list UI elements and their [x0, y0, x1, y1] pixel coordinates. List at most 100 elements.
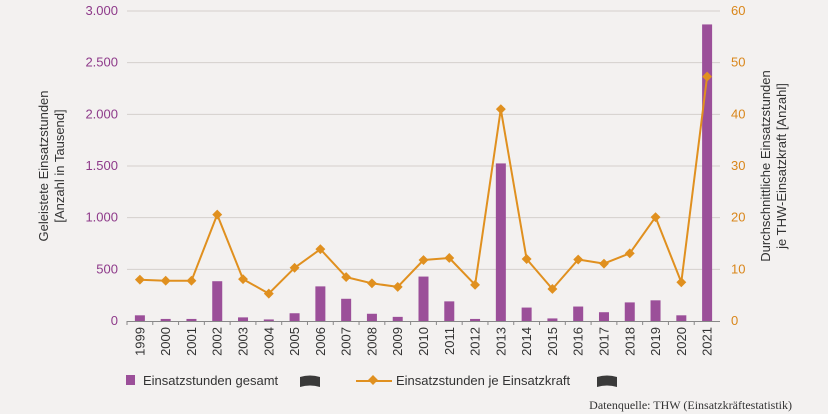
right-tick-label: 30 [731, 158, 745, 173]
bar-2016 [573, 306, 584, 321]
x-tick-label: 2016 [571, 327, 586, 356]
x-tick-label: 2001 [184, 327, 199, 356]
legend-bar-ribbon-icon [300, 375, 320, 387]
left-tick-label: 1.500 [85, 158, 118, 173]
x-tick-label: 2007 [339, 327, 354, 356]
line-point-2007 [341, 272, 352, 283]
right-tick-label: 20 [731, 210, 745, 225]
line-point-2006 [315, 244, 326, 255]
x-tick-label: 2012 [468, 327, 483, 356]
bar-2007 [341, 298, 352, 321]
bar-2015 [547, 318, 558, 321]
gridlines [127, 10, 720, 270]
x-tick-label: 2019 [648, 327, 663, 356]
x-tick-label: 2015 [545, 327, 560, 356]
line-point-2003 [238, 274, 248, 285]
left-tick-label: 2.000 [85, 106, 118, 121]
line-point-2001 [186, 275, 197, 286]
line-point-2021 [702, 71, 713, 82]
legend-line-label: Einsatzstunden je Einsatzkraft [396, 373, 571, 388]
right-tick-label: 50 [731, 55, 745, 70]
line-point-2020 [676, 277, 687, 288]
bar-2006 [315, 286, 326, 321]
right-tick-label: 40 [731, 106, 745, 121]
x-tick-label: 2006 [313, 327, 328, 356]
x-tick-label: 2017 [596, 327, 611, 356]
x-tick-label: 2018 [622, 327, 637, 356]
line-point-2008 [366, 278, 377, 289]
bar-2012 [470, 318, 481, 321]
bar-2017 [598, 312, 609, 321]
line-point-2002 [212, 209, 223, 220]
x-tick-label: 2021 [700, 327, 715, 356]
left-tick-label: 1.000 [85, 210, 118, 225]
legend-bar-swatch [126, 375, 135, 385]
legend-line-ribbon-icon [597, 375, 617, 387]
bar-series [134, 24, 713, 322]
line-point-2009 [392, 281, 403, 292]
x-tick-label: 2008 [364, 327, 379, 356]
line-point-2018 [624, 248, 635, 259]
bar-2019 [650, 300, 661, 321]
bar-1999 [134, 315, 145, 321]
x-tick-label: 2010 [416, 327, 431, 356]
x-tick-label: 2009 [390, 327, 405, 356]
x-tick-label: 2011 [442, 327, 457, 355]
bar-2013 [495, 163, 506, 321]
bar-2014 [521, 307, 532, 321]
line-point-1999 [134, 274, 145, 285]
x-tick-label: 2004 [261, 327, 276, 356]
legend-line-marker [368, 375, 378, 385]
x-tick-label: 1999 [132, 327, 147, 356]
left-tick-label: 3.000 [85, 3, 118, 18]
bar-2020 [676, 315, 687, 321]
bar-2010 [418, 276, 429, 321]
line-point-2014 [521, 254, 532, 264]
line-point-2015 [547, 284, 558, 294]
x-tick-label: 2013 [493, 327, 508, 356]
line-point-2019 [650, 212, 661, 223]
left-axis-ticks: 0 500 1.000 1.500 2.000 2.500 3.000 [85, 3, 118, 328]
bar-2018 [624, 302, 635, 321]
left-tick-label: 0 [111, 313, 118, 328]
line-point-2016 [573, 254, 584, 265]
bar-2002 [212, 281, 223, 321]
line-point-2000 [160, 275, 171, 286]
line-point-2005 [289, 262, 300, 273]
right-tick-label: 10 [731, 261, 745, 276]
x-tick-label: 2014 [519, 327, 534, 356]
bar-2000 [160, 318, 171, 321]
line-series [134, 71, 713, 299]
line-point-2017 [599, 258, 609, 269]
left-tick-label: 500 [96, 261, 118, 276]
x-tick-label: 2002 [210, 327, 225, 356]
left-axis-label-2: [Anzahl in Tausend] [52, 109, 67, 222]
right-axis-ticks: 0 10 20 30 40 50 60 [731, 3, 745, 328]
x-axis-ticks: 1999 2000 2001 2002 2003 2004 2005 2006 2007 2008… [126, 321, 715, 356]
source-note: Datenquelle: THW (Einsatzkräftestatistik… [589, 398, 792, 412]
bar-2021 [702, 24, 713, 322]
right-axis-label-1: Durchschnittliche Einsatzstunden [758, 70, 773, 262]
legend: Einsatzstunden gesamt Einsatzstunden je … [126, 373, 617, 388]
line-point-2013 [495, 104, 506, 115]
bar-2008 [366, 313, 377, 321]
x-tick-label: 2000 [158, 327, 173, 356]
bar-2004 [263, 319, 274, 321]
line-point-2010 [418, 255, 429, 265]
bar-2003 [238, 317, 249, 321]
x-tick-label: 2020 [674, 327, 689, 356]
line-point-2012 [470, 279, 481, 290]
bar-2011 [444, 301, 455, 321]
bar-2005 [289, 313, 300, 321]
left-tick-label: 2.500 [85, 55, 118, 70]
line-point-2011 [444, 253, 455, 263]
legend-bar-label: Einsatzstunden gesamt [143, 373, 279, 388]
right-axis-label-2: je THW-Einsatzkraft [Anzahl] [774, 83, 789, 250]
x-tick-label: 2005 [287, 327, 302, 356]
right-tick-label: 0 [731, 313, 738, 328]
x-tick-label: 2003 [236, 327, 251, 356]
bar-2001 [186, 318, 197, 321]
bar-2009 [392, 316, 403, 321]
right-tick-label: 60 [731, 3, 745, 18]
